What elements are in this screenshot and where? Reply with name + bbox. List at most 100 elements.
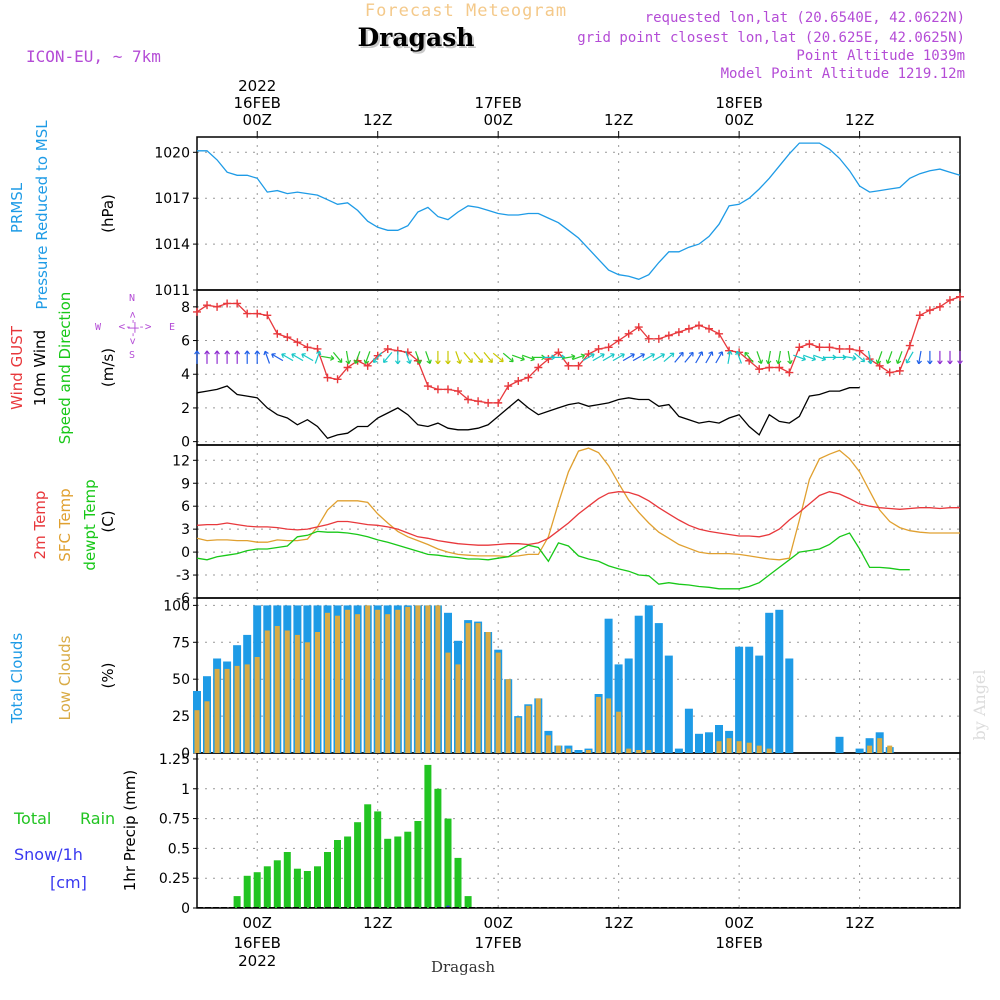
low-cloud-bar xyxy=(304,642,310,753)
top-hour-label: 00Z xyxy=(724,111,753,129)
wind-direction-arrow xyxy=(744,352,754,363)
low-cloud-bar xyxy=(244,664,250,753)
wind-10m-line xyxy=(196,385,860,440)
dewpt-temp-line xyxy=(196,530,910,590)
gust-marker xyxy=(725,346,734,355)
gust-marker xyxy=(203,301,212,310)
wind-direction-arrowhead xyxy=(224,350,230,355)
wind-direction-arrow xyxy=(767,350,771,364)
temperature-y-tick-label: 6 xyxy=(181,499,190,515)
low-cloud-bar xyxy=(335,615,340,753)
wind-direction-arrow xyxy=(652,353,665,362)
total-cloud-bar xyxy=(765,612,774,753)
rain-bar xyxy=(384,838,392,908)
wind-direction-arrow xyxy=(787,350,792,364)
temperature-y-tick-label: 3 xyxy=(181,522,190,538)
gust-marker xyxy=(674,328,683,337)
wind-direction-arrow xyxy=(727,350,731,364)
wind-direction-arrowhead xyxy=(660,353,665,359)
gust-marker xyxy=(875,361,884,370)
temp-dewpt-label: dewpt Temp xyxy=(81,479,99,570)
total-cloud-bar xyxy=(745,646,754,753)
wind-direction-arrowhead xyxy=(765,359,772,365)
wind-direction-arrowhead xyxy=(372,358,378,363)
bottom-day-label: 17FEB xyxy=(474,934,521,952)
requested-coords: requested lon,lat (20.6540E, 42.0622N) xyxy=(645,10,965,26)
top-hour-label: 12Z xyxy=(604,111,633,129)
wind-direction-arrow xyxy=(663,352,675,363)
pressure-panel-frame xyxy=(196,136,961,291)
wind-direction-arrowhead xyxy=(194,350,200,355)
wind-direction-arrow xyxy=(867,350,872,364)
gust-marker xyxy=(554,348,563,357)
wind-direction-arrow xyxy=(612,353,625,362)
gust-marker xyxy=(293,338,302,347)
precip-snow-unit-label: [cm] xyxy=(50,873,87,892)
gust-marker xyxy=(373,351,382,360)
gust-marker xyxy=(594,344,603,353)
bottom-hour-label: 00Z xyxy=(243,914,272,932)
wind-direction-arrowhead xyxy=(860,357,866,363)
top-day-label: 16FEB xyxy=(233,94,280,112)
temperature-y-tick-label: -6 xyxy=(176,591,190,607)
wind-direction-arrow xyxy=(483,352,493,363)
wind-direction-arrow xyxy=(511,354,525,361)
low-cloud-bar xyxy=(626,748,632,753)
pressure-unit-label: (hPa) xyxy=(99,194,117,233)
rain-bar xyxy=(334,840,341,908)
bottom-hour-label: 12Z xyxy=(604,914,633,932)
rain-bar xyxy=(233,896,241,908)
gust-marker xyxy=(363,361,372,370)
low-cloud-bar xyxy=(325,612,330,753)
rain-bar xyxy=(354,822,362,908)
wind-speed-direction-label: Speed and Direction xyxy=(56,292,74,445)
low-cloud-bar xyxy=(867,745,873,753)
sfc-temp-line xyxy=(196,447,960,561)
bottom-hour-label: 00Z xyxy=(483,914,512,932)
gust-marker xyxy=(193,307,201,316)
wind-direction-arrowhead xyxy=(488,358,493,363)
footer-location: Dragash xyxy=(431,958,495,976)
clouds-y-tick-label: 100 xyxy=(163,598,190,614)
gust-marker xyxy=(273,329,282,338)
gust-marker xyxy=(765,363,774,372)
gust-marker xyxy=(935,302,944,311)
wind-direction-arrow xyxy=(602,353,615,362)
low-cloud-bar xyxy=(596,696,602,753)
gust-marker xyxy=(945,296,954,305)
wind-direction-arrow xyxy=(354,351,361,364)
gust-marker xyxy=(544,355,553,364)
gust-marker xyxy=(213,302,222,311)
bottom-hour-label: 00Z xyxy=(724,914,753,932)
low-cloud-bar xyxy=(274,626,280,753)
bottom-day-label: 18FEB xyxy=(715,934,762,952)
wind-direction-arrowhead xyxy=(957,360,963,365)
low-cloud-bar xyxy=(405,606,411,753)
gust-marker xyxy=(634,323,643,332)
gust-marker xyxy=(564,361,573,370)
low-cloud-bar xyxy=(254,657,260,753)
total-cloud-bar xyxy=(695,733,703,753)
wind-direction-arrowhead xyxy=(620,353,625,359)
low-cloud-bar xyxy=(766,748,772,753)
compass-arrow-v: <-|-> xyxy=(126,311,139,344)
gust-marker xyxy=(574,361,583,370)
wind-direction-arrowhead xyxy=(630,353,635,359)
pressure-y-tick-label: 1017 xyxy=(154,191,190,207)
watermark: by Angel xyxy=(970,669,989,740)
wind-direction-arrowhead xyxy=(363,359,370,365)
wind-direction-arrowhead xyxy=(416,359,422,364)
total-cloud-bar xyxy=(855,748,864,753)
gust-marker xyxy=(694,321,703,330)
wind-direction-arrowhead xyxy=(735,350,741,356)
wind-gust-label: Wind GUST xyxy=(8,325,26,410)
gust-marker xyxy=(905,341,914,350)
low-cloud-bar xyxy=(284,630,290,753)
top-hour-label: 00Z xyxy=(483,111,512,129)
wind-direction-arrowhead xyxy=(600,353,605,359)
wind-direction-arrowhead xyxy=(456,359,462,364)
wind-direction-arrow xyxy=(886,351,893,364)
wind-direction-arrowhead xyxy=(271,353,276,359)
low-cloud-bar xyxy=(425,605,431,753)
